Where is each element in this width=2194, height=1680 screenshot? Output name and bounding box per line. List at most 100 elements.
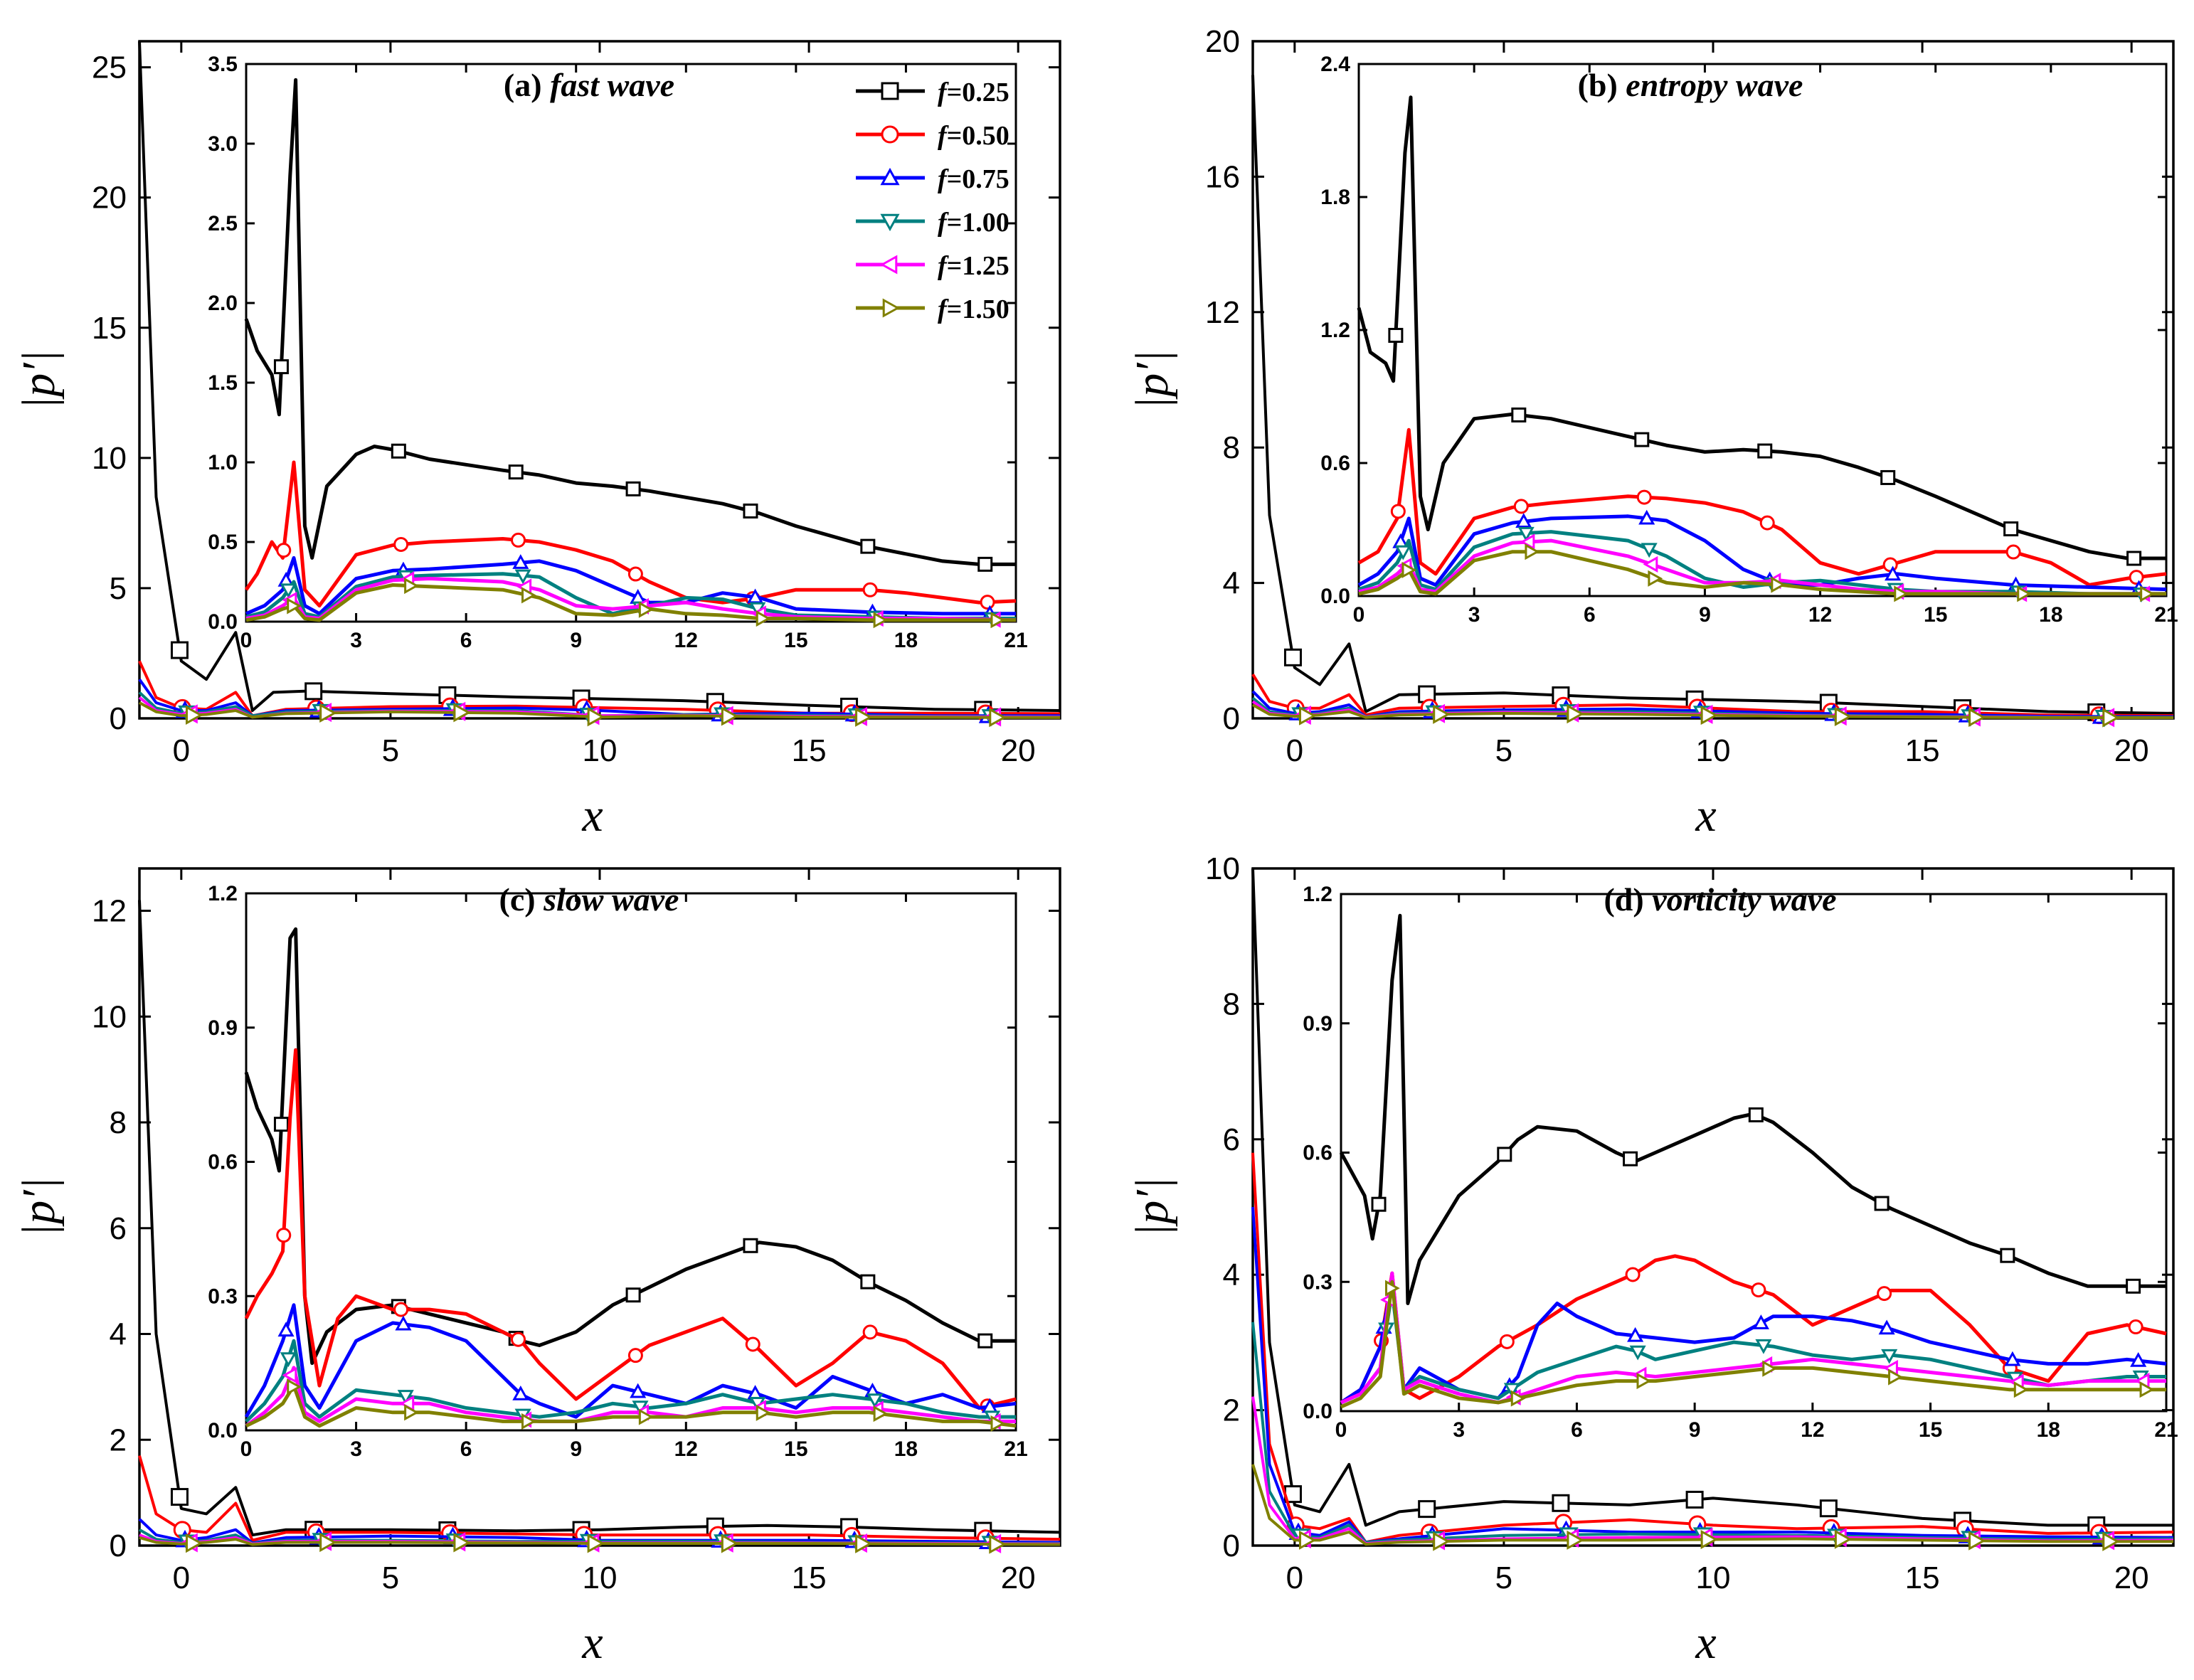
outer-data-point-f-1.50 (1298, 706, 1317, 725)
inset-chart: 0 3 6 9 12 15 18 21 0.0 0.5 1.0 1.5 2.0 2.5 3.0 3.5 (208, 53, 1027, 652)
legend-label-f-1.00: f=1.00 (938, 208, 1009, 238)
legend-label-var: f (938, 121, 949, 151)
outer-series-line-f-0.25 (1251, 75, 2174, 715)
inset-data-point-f-0.50 (1636, 489, 1652, 505)
inset-x-tick-label: 3 (1468, 603, 1480, 627)
outer-data-point-f-1.50 (587, 1533, 605, 1553)
inset-series-line-f-1.50 (245, 1383, 1017, 1428)
inset-data-point-f-1.50 (990, 1415, 1006, 1432)
inset-data-point-f-1.50 (638, 1408, 654, 1425)
inset-data-point-f-1.50 (756, 610, 771, 627)
inset-chart: 0 3 6 9 12 15 18 21 0.0 0.6 1.2 1.8 2.4 (1320, 53, 2178, 627)
outer-data-point-f-0.25 (1552, 1494, 1570, 1512)
outer-x-tick-label: 20 (1001, 733, 1036, 768)
inset-data-point-f-0.50 (511, 532, 526, 548)
inset-x-tick-label: 3 (1453, 1418, 1465, 1442)
inset-x-tick-label: 3 (350, 1437, 362, 1461)
outer-y-tick-label: 0 (110, 1529, 127, 1563)
outer-x-tick-label: 5 (382, 1561, 399, 1595)
inset-data-point-f-0.50 (862, 582, 878, 597)
inset-data-point-f-0.50 (1751, 1282, 1766, 1298)
outer-y-tick-label: 8 (1223, 430, 1240, 465)
inset-x-tick-label: 12 (674, 1437, 698, 1461)
inset-x-tick-label: 15 (1924, 603, 1947, 627)
legend-label-var: f (938, 294, 949, 324)
inset-data-point-f-1.25 (282, 1366, 297, 1384)
panel-title-prefix: (b) (1578, 67, 1626, 103)
inset-data-point-f-0.25 (2126, 1278, 2141, 1294)
inset-data-point-f-1.50 (1636, 1373, 1652, 1390)
inset-data-point-f-0.25 (1874, 1196, 1890, 1211)
inset-data-point-f-1.50 (1894, 585, 1909, 602)
legend-marker-f-1.50 (882, 298, 901, 318)
outer-y-tick-label: 8 (110, 1105, 127, 1140)
outer-data-point-f-1.50 (721, 706, 739, 726)
outer-data-point-f-1.50 (1567, 704, 1584, 724)
outer-x-tick-label: 0 (173, 733, 190, 768)
inset-x-tick-label: 0 (240, 1437, 253, 1461)
outer-y-tick-label: 10 (1205, 851, 1240, 886)
outer-series-line-f-1.50 (1252, 703, 2173, 719)
outer-x-tick-label: 0 (1286, 1561, 1303, 1595)
outer-series-line-f-1.50 (139, 1536, 1061, 1546)
inset-x-tick-label: 0 (240, 629, 253, 652)
inset-data-point-f-1.50 (990, 612, 1006, 629)
outer-y-tick-label: 10 (92, 999, 127, 1034)
inset-x-tick-label: 6 (460, 1437, 472, 1461)
outer-data-point-f-1.50 (185, 1533, 203, 1553)
inset-data-point-f-0.25 (743, 1238, 758, 1253)
outer-data-point-f-1.50 (1834, 1529, 1853, 1549)
outer-data-point-f-1.50 (1968, 707, 1986, 728)
inset-data-point-f-0.25 (625, 1287, 641, 1303)
panel-title: (d) vorticity wave (1604, 881, 1836, 918)
inset-data-point-f-1.50 (287, 1378, 302, 1395)
outer-y-tick-label: 4 (110, 1317, 127, 1352)
outer-plot-frame (1251, 40, 2175, 720)
legend-label-value: =1.00 (947, 208, 1009, 238)
inset-y-tick-label: 2.0 (208, 292, 238, 315)
inset-x-tick-label: 6 (1571, 1418, 1583, 1442)
outer-x-tick-label: 15 (792, 733, 827, 768)
inset-data-point-f-1.25 (1643, 555, 1658, 573)
inset-data-point-f-0.50 (1513, 499, 1529, 514)
legend-label-value: =1.50 (947, 294, 1009, 324)
inset-data-point-f-0.50 (2005, 544, 2021, 560)
outer-data-point-f-0.25 (1418, 1500, 1436, 1519)
outer-y-tick-label: 2 (110, 1423, 127, 1457)
inset-series-line-f-0.75 (1340, 1280, 2167, 1404)
inset-data-point-f-0.50 (393, 536, 409, 552)
outer-x-tick-label: 15 (1905, 733, 1940, 768)
inset-y-tick-label: 0.6 (1320, 452, 1350, 475)
inset-data-point-f-1.50 (2013, 1381, 2029, 1398)
inset-data-point-f-1.50 (2139, 1381, 2155, 1398)
outer-y-tick-label: 0 (110, 701, 127, 736)
panel-title-prefix: (c) (499, 881, 544, 918)
inset-data-point-f-0.25 (273, 359, 289, 375)
inset-data-point-f-0.25 (391, 443, 406, 459)
outer-y-tick-label: 4 (1223, 566, 1240, 601)
legend-label-var: f (938, 164, 949, 194)
outer-data-point-f-1.50 (1567, 1530, 1584, 1550)
outer-y-tick-label: 16 (1205, 159, 1240, 194)
inset-x-tick-label: 18 (2039, 603, 2062, 627)
inset-y-tick-label: 0.0 (208, 610, 238, 634)
outer-data-point-f-1.50 (855, 1533, 873, 1553)
inset-y-tick-label: 0.5 (208, 531, 238, 554)
inset-data-point-f-0.75 (630, 1383, 647, 1398)
outer-data-point-f-0.25 (170, 1488, 189, 1506)
inset-y-tick-label: 0.9 (1303, 1012, 1332, 1036)
inset-y-tick-label: 3.0 (208, 132, 238, 156)
outer-data-point-f-0.25 (1819, 1499, 1838, 1518)
outer-data-point-f-1.50 (1700, 1529, 1719, 1550)
inset-data-point-f-0.25 (860, 538, 876, 554)
outer-plot-frame (1251, 867, 2175, 1547)
inset-x-tick-label: 3 (350, 629, 362, 652)
inset-data-point-f-0.25 (1880, 469, 1896, 485)
x-axis-label: x (581, 790, 603, 841)
y-axis-label: |p′| (1126, 350, 1178, 410)
inset-series-line-f-0.25 (244, 927, 1016, 1366)
inset-data-point-f-0.25 (273, 1117, 289, 1132)
inset-data-point-f-0.50 (862, 1324, 878, 1340)
outer-x-tick-label: 5 (1495, 733, 1512, 768)
inset-data-point-f-0.75 (512, 554, 529, 569)
